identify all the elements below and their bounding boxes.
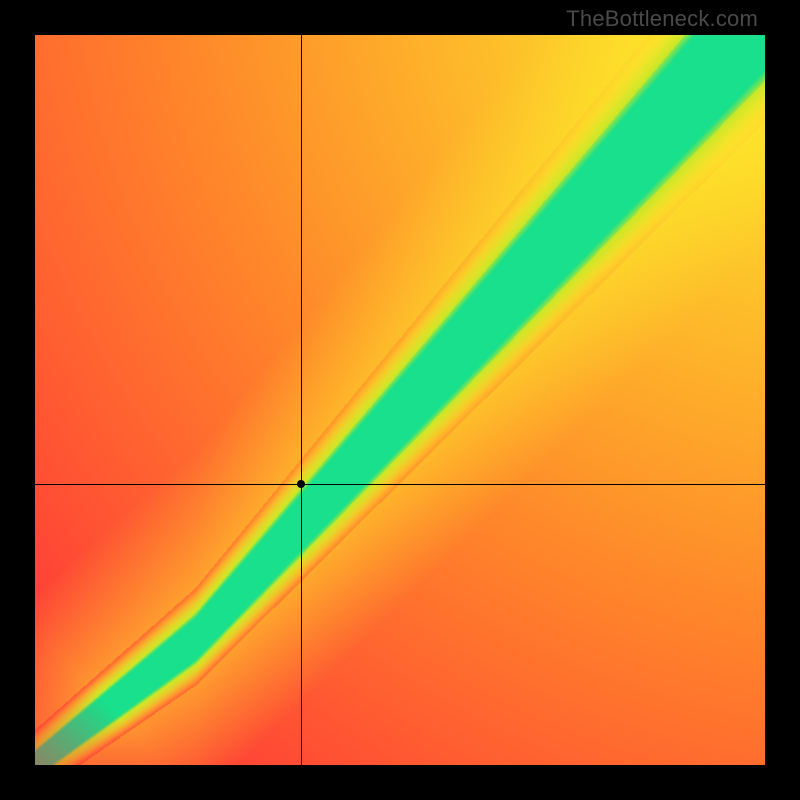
- crosshair-horizontal: [35, 484, 765, 485]
- heatmap-canvas: [35, 35, 765, 765]
- data-point-marker: [297, 480, 305, 488]
- crosshair-vertical: [301, 35, 302, 765]
- chart-container: TheBottleneck.com: [0, 0, 800, 800]
- plot-area: [35, 35, 765, 765]
- watermark-text: TheBottleneck.com: [566, 6, 758, 32]
